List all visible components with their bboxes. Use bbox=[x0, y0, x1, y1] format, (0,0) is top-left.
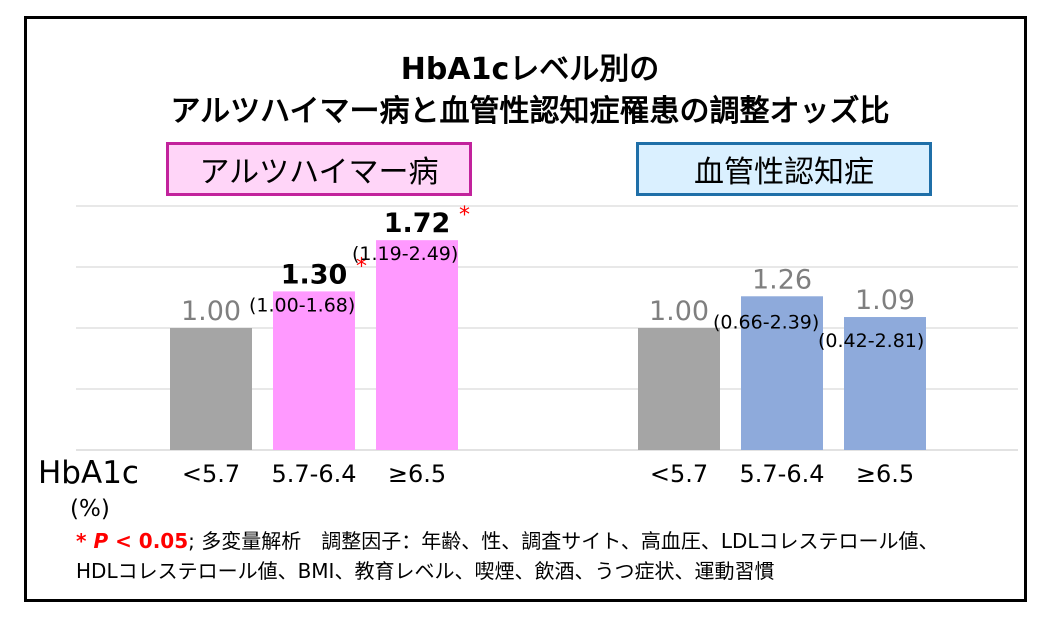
x-axis-unit: (%) bbox=[70, 496, 110, 522]
footnote-line-2: HDLコレステロール値、BMI、教育レベル、喫煙、飲酒、うつ症状、運動習慣 bbox=[76, 559, 775, 583]
significance-star: * bbox=[76, 529, 87, 553]
x-axis-title: HbA1c bbox=[38, 455, 139, 491]
value-label-vascular-2: 1.09 bbox=[855, 285, 915, 316]
ci-label-vascular-1: (0.66-2.39) bbox=[713, 311, 819, 333]
adjustment-factors-text: ; 多変量解析 調整因子：年齢、性、調査サイト、高血圧、LDLコレステロール値、 bbox=[188, 529, 939, 553]
figure-frame bbox=[24, 16, 1027, 602]
category-label-alzheimer-1: 5.7-6.4 bbox=[272, 460, 357, 488]
significance-threshold: < 0.05 bbox=[108, 529, 189, 553]
category-label-alzheimer-2: ≥6.5 bbox=[388, 460, 446, 488]
ci-label-vascular-2: (0.42-2.81) bbox=[818, 330, 924, 352]
category-label-vascular-2: ≥6.5 bbox=[856, 460, 914, 488]
bar-vascular-2 bbox=[844, 317, 926, 450]
bar-alzheimer-0 bbox=[170, 328, 252, 450]
category-label-alzheimer-0: <5.7 bbox=[182, 460, 240, 488]
value-label-alzheimer-1: 1.30 bbox=[281, 259, 348, 290]
chart-title-line-2: アルツハイマー病と血管性認知症罹患の調整オッズ比 bbox=[170, 94, 890, 129]
footnote-line-1: * P < 0.05; 多変量解析 調整因子：年齢、性、調査サイト、高血圧、LD… bbox=[76, 528, 939, 554]
chart-title-line-1: HbA1cレベル別の bbox=[400, 52, 660, 87]
bar-alzheimer-2 bbox=[376, 240, 458, 450]
value-label-alzheimer-2: 1.72 bbox=[384, 208, 451, 239]
panel-label-alzheimer: アルツハイマー病 bbox=[166, 142, 472, 196]
significance-star-alzheimer-1: * bbox=[356, 254, 367, 279]
value-label-vascular-1: 1.26 bbox=[752, 264, 812, 295]
significance-star-alzheimer-2: * bbox=[459, 203, 470, 228]
significance-note: * P < 0.05 bbox=[76, 529, 188, 553]
bar-alzheimer-1 bbox=[273, 291, 355, 450]
panel-label-vascular-dementia: 血管性認知症 bbox=[636, 142, 932, 196]
value-label-vascular-0: 1.00 bbox=[649, 296, 709, 327]
bar-vascular-1 bbox=[741, 296, 823, 450]
ci-label-alzheimer-1: (1.00-1.68) bbox=[249, 294, 355, 316]
bar-vascular-0 bbox=[638, 328, 720, 450]
significance-p: P bbox=[93, 529, 109, 553]
value-label-alzheimer-0: 1.00 bbox=[181, 296, 241, 327]
ci-label-alzheimer-2: (1.19-2.49) bbox=[352, 243, 458, 265]
category-label-vascular-0: <5.7 bbox=[650, 460, 708, 488]
category-label-vascular-1: 5.7-6.4 bbox=[740, 460, 825, 488]
